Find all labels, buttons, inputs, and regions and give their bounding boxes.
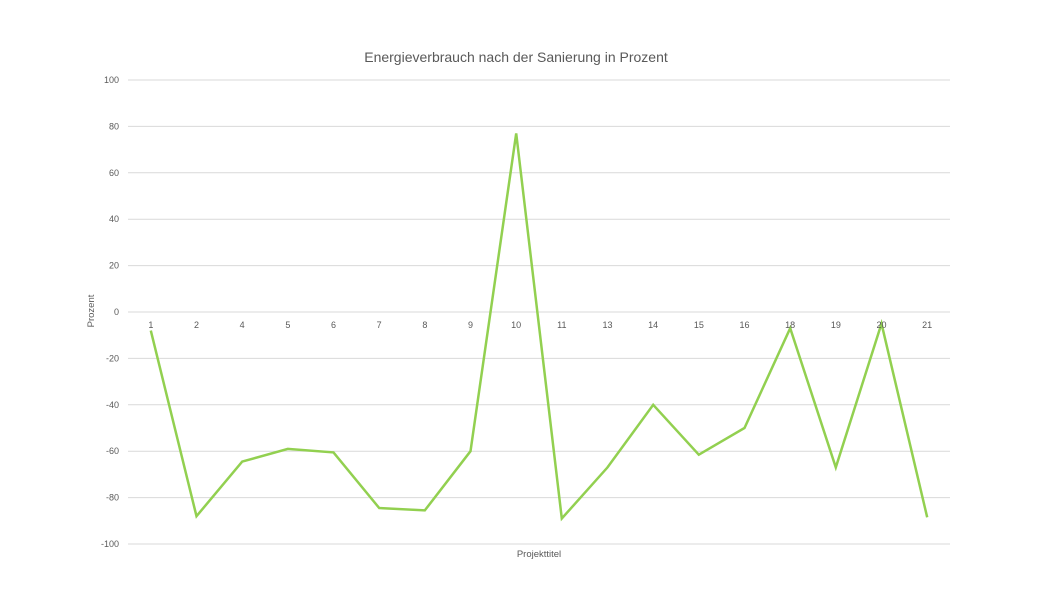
y-tick-label: 80 bbox=[109, 121, 119, 131]
y-tick-label: -80 bbox=[106, 493, 119, 503]
x-tick-label: 19 bbox=[831, 320, 841, 330]
x-tick-label: 4 bbox=[240, 320, 245, 330]
y-tick-label: -40 bbox=[106, 400, 119, 410]
x-tick-label: 18 bbox=[785, 320, 795, 330]
series-line bbox=[151, 133, 927, 518]
y-tick-label: 0 bbox=[114, 307, 119, 317]
y-tick-label: 40 bbox=[109, 214, 119, 224]
x-tick-label: 10 bbox=[511, 320, 521, 330]
y-tick-label: -60 bbox=[106, 446, 119, 456]
x-tick-label: 5 bbox=[285, 320, 290, 330]
chart-title: Energieverbrauch nach der Sanierung in P… bbox=[364, 49, 668, 65]
x-tick-label: 13 bbox=[602, 320, 612, 330]
y-tick-label: -20 bbox=[106, 353, 119, 363]
y-tick-label: -100 bbox=[101, 539, 119, 549]
gridlines bbox=[128, 80, 950, 544]
x-tick-label: 20 bbox=[876, 320, 886, 330]
y-tick-label: 20 bbox=[109, 261, 119, 271]
y-axis-title: Prozent bbox=[86, 294, 97, 327]
x-tick-label: 1 bbox=[148, 320, 153, 330]
x-tick-label: 6 bbox=[331, 320, 336, 330]
x-tick-label: 16 bbox=[739, 320, 749, 330]
x-tick-label: 7 bbox=[377, 320, 382, 330]
x-tick-label: 8 bbox=[422, 320, 427, 330]
x-axis-title: Projekttitel bbox=[517, 549, 561, 560]
x-tick-label: 15 bbox=[694, 320, 704, 330]
x-tick-label: 14 bbox=[648, 320, 658, 330]
y-axis-tick-labels: 100 80 60 40 20 0 -20 -40 -60 -80 -100 bbox=[101, 75, 119, 549]
x-tick-label: 9 bbox=[468, 320, 473, 330]
y-tick-label: 60 bbox=[109, 168, 119, 178]
y-tick-label: 100 bbox=[104, 75, 119, 85]
x-tick-label: 2 bbox=[194, 320, 199, 330]
series-line-group bbox=[151, 133, 928, 518]
x-tick-label: 21 bbox=[922, 320, 932, 330]
x-tick-label: 11 bbox=[557, 320, 566, 330]
